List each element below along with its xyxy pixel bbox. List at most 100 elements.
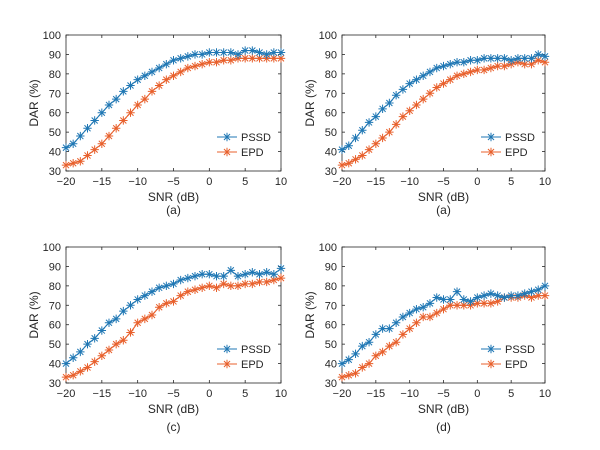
data-point-pssd [61,359,71,368]
data-point-pssd [412,304,421,314]
y-tick-label: 70 [325,88,337,100]
data-point-epd [104,345,114,355]
data-point-pssd [500,54,509,63]
x-tick-label: −10 [128,388,147,400]
data-point-pssd [364,338,374,347]
data-point-epd [479,299,489,308]
data-point-epd [385,127,394,137]
x-tick-label: −20 [57,176,76,188]
data-point-pssd [276,264,286,273]
data-point-epd [90,357,99,366]
data-point-epd [412,100,421,110]
x-axis-label: SNR (dB) [148,402,199,416]
x-axis-label: SNR (dB) [148,190,199,204]
data-point-epd [154,81,164,90]
data-point-pssd [466,297,475,306]
data-point-pssd [119,306,128,316]
data-point-epd [255,277,264,287]
x-tick-label: 10 [275,176,287,188]
data-point-epd [126,328,135,337]
y-tick-label: 90 [325,261,337,273]
data-point-epd [68,371,78,380]
data-point-pssd [351,133,360,143]
data-point-pssd [506,56,516,65]
data-point-pssd [466,56,475,65]
data-point-pssd [126,81,135,90]
data-point-epd [76,157,85,166]
data-point-pssd [439,61,448,71]
y-tick-label: 60 [49,320,61,332]
data-point-pssd [371,112,381,121]
x-tick-label: −5 [437,388,450,400]
data-point-pssd [219,48,228,57]
legend-marker-pssd [222,344,232,354]
x-tick-label: −15 [92,176,111,188]
data-point-epd [473,65,482,75]
y-tick-label: 50 [325,339,337,351]
panel-caption: (c) [167,420,181,434]
data-point-epd [212,283,221,292]
y-tick-label: 100 [319,242,337,254]
data-point-epd [97,139,107,148]
data-point-pssd [76,131,85,141]
data-point-pssd [248,46,257,55]
data-point-epd [126,108,135,117]
y-tick-label: 60 [49,108,61,120]
data-point-pssd [154,63,164,73]
data-point-epd [452,71,462,80]
data-point-pssd [68,139,78,148]
data-point-epd [432,308,441,318]
data-point-pssd [405,79,414,88]
y-tick-label: 50 [49,127,61,139]
data-point-pssd [212,271,221,281]
data-point-epd [162,299,171,308]
data-point-pssd [104,100,114,110]
data-point-pssd [479,291,489,300]
chart-panel-3: −20 −15 −10 −5 0 5 10 30 40 50 60 70 80 90 100 SNR (dB)… [27,242,287,434]
x-tick-label: 5 [508,176,514,188]
data-point-pssd [452,58,462,67]
data-point-epd [276,273,286,283]
data-point-epd [459,69,468,79]
x-axis-label: SNR (dB) [418,190,469,204]
data-point-epd [534,56,543,65]
data-point-pssd [527,287,536,296]
data-point-pssd [83,339,92,349]
data-point-epd [119,336,128,345]
data-point-epd [493,61,502,71]
data-point-pssd [176,54,185,63]
chart-panel-4: −20 −15 −10 −5 0 5 10 30 40 50 60 70 80 90 100 SNR (dB)… [303,242,551,434]
data-point-pssd [183,52,193,61]
data-point-pssd [419,71,428,80]
data-point-pssd [255,270,264,279]
data-point-epd [446,301,455,310]
data-point-epd [337,372,347,382]
y-tick-label: 50 [49,339,61,351]
series-pssd [61,264,286,368]
data-point-epd [133,100,142,110]
x-tick-label: 10 [539,176,551,188]
y-tick-label: 30 [325,378,337,390]
data-point-pssd [520,54,529,63]
data-point-epd [140,314,150,324]
y-tick-label: 70 [49,88,61,100]
data-point-epd [205,281,214,291]
legend-marker-epd [222,147,232,157]
x-tick-label: −5 [167,388,180,400]
data-point-pssd [506,291,516,300]
data-point-pssd [486,289,496,298]
x-axis-label: SNR (dB) [418,402,469,416]
data-point-epd [439,304,448,314]
data-point-epd [147,87,157,96]
data-point-epd [358,363,367,372]
data-point-pssd [269,270,279,279]
x-tick-label: −5 [167,176,180,188]
data-point-pssd [540,281,550,291]
y-tick-label: 70 [49,300,61,312]
data-point-epd [76,367,85,376]
data-point-pssd [446,295,455,304]
data-point-epd [527,59,536,69]
data-point-epd [493,297,502,306]
data-point-pssd [83,124,92,133]
data-point-epd [61,372,71,382]
